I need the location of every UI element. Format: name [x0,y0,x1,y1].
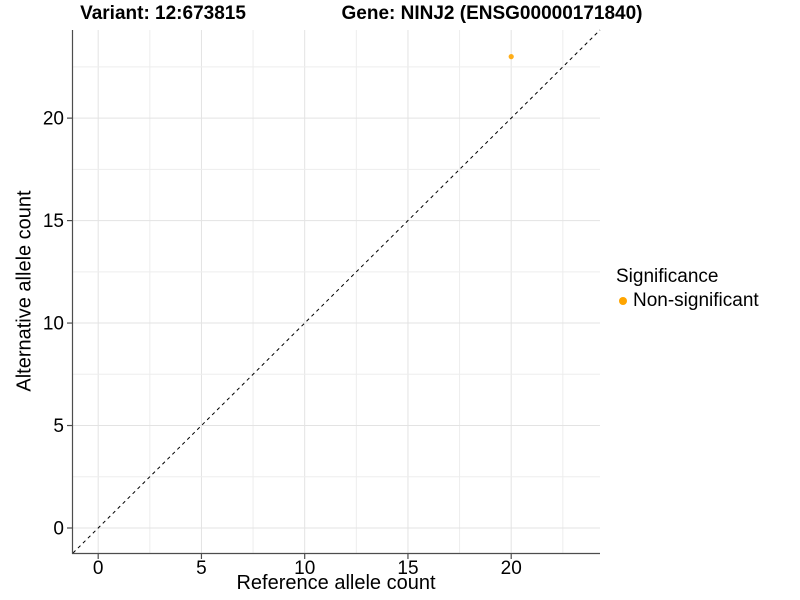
legend-point-icon [619,297,627,305]
y-tick-label: 10 [43,314,64,335]
legend: Significance Non-significant [616,266,759,312]
legend-item-non-significant: Non-significant [616,290,759,312]
data-point[interactable] [508,54,514,60]
plot-title-variant: Variant: 12:673815 [80,3,246,24]
legend-title: Significance [616,266,719,287]
plot-title-gene: Gene: NINJ2 (ENSG00000171840) [341,3,643,24]
y-axis-title: Alternative allele count [13,190,36,392]
x-tick-label: 15 [397,558,418,579]
x-tick-label: 10 [294,558,315,579]
y-tick-label: 0 [53,518,64,539]
x-axis-title: Reference allele count [236,572,436,594]
x-tick-label: 0 [93,558,104,579]
identity-line [72,29,601,554]
x-tick-label: 20 [501,558,522,579]
y-tick-label: 5 [53,416,64,437]
x-tick-label: 5 [196,558,207,579]
y-tick-label: 20 [43,109,64,130]
y-tick-label: 15 [43,211,64,232]
legend-item-label: Non-significant [633,290,759,311]
